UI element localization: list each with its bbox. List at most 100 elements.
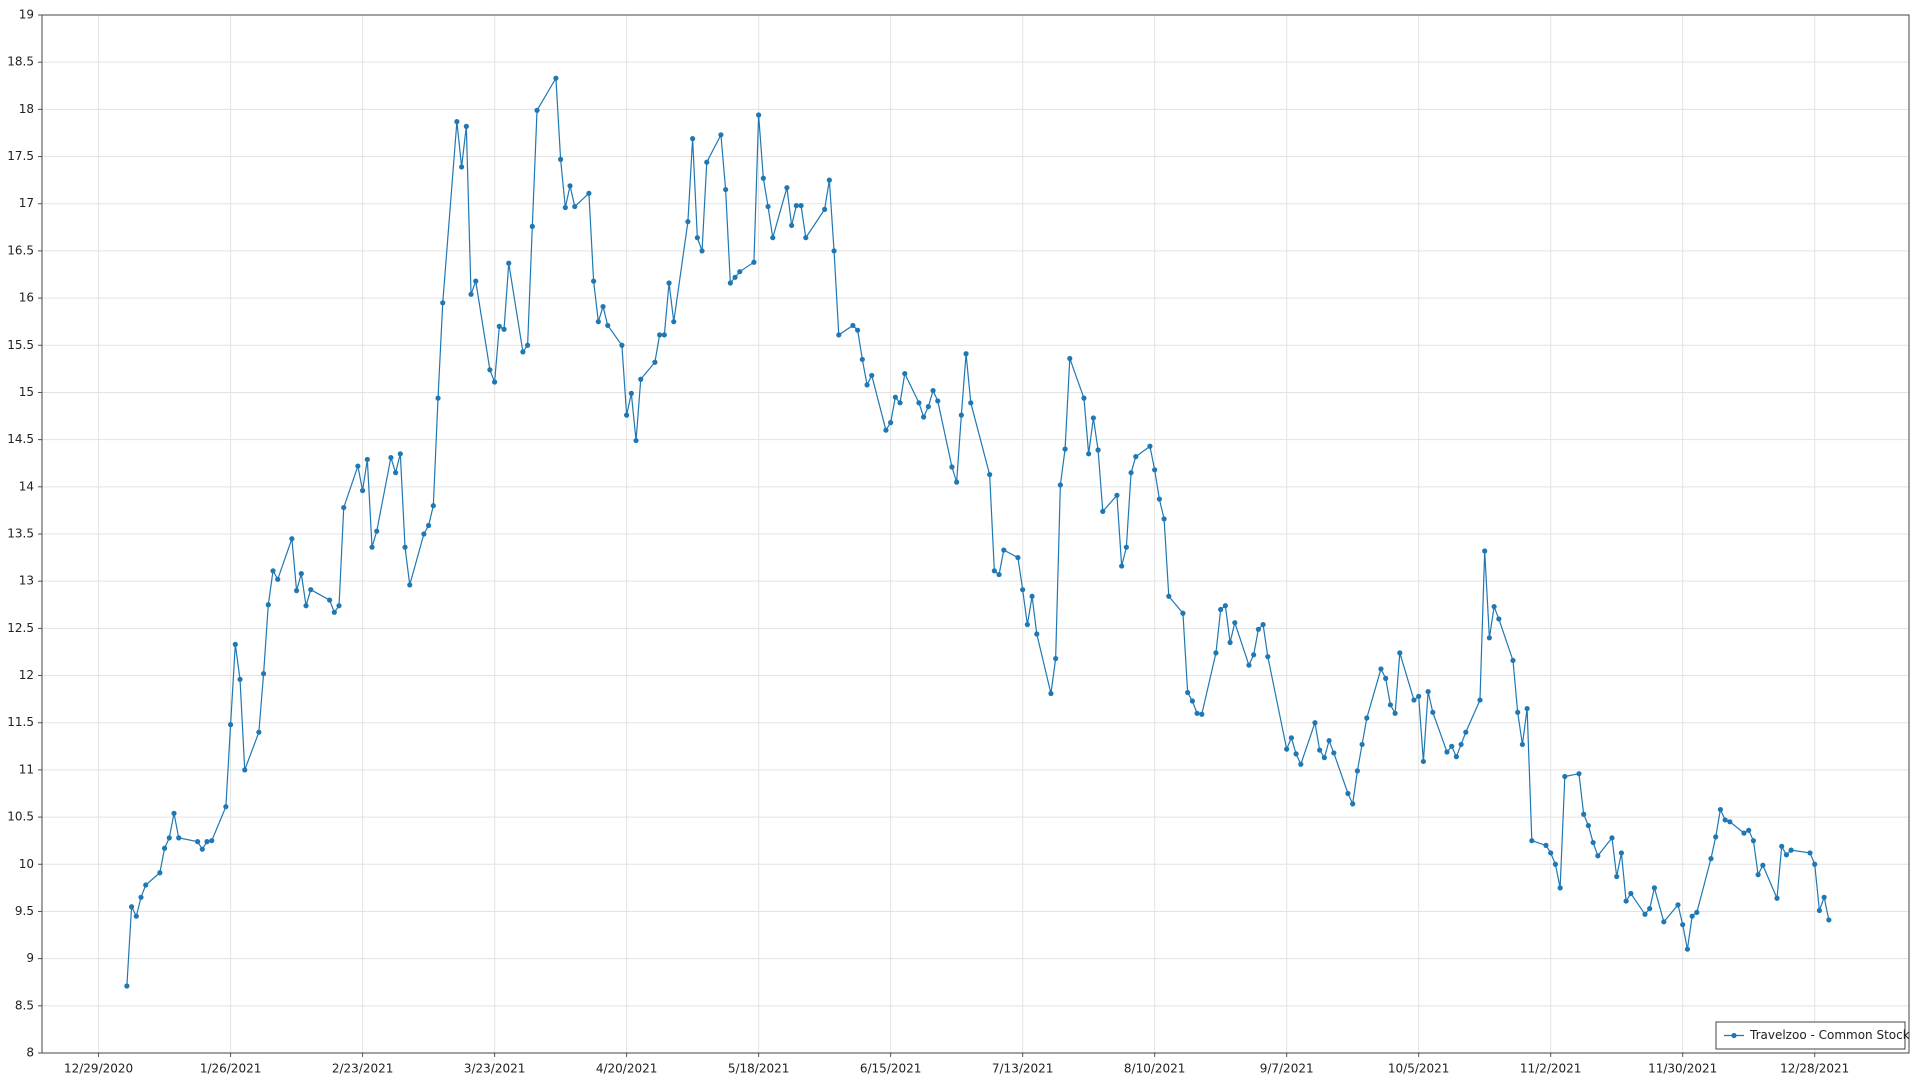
data-point <box>1623 898 1629 904</box>
data-point <box>1807 850 1813 856</box>
data-point <box>397 451 403 457</box>
data-point <box>454 119 460 125</box>
data-point <box>1581 811 1587 817</box>
data-point <box>1034 631 1040 637</box>
legend-label: Travelzoo - Common Stock <box>1749 1028 1910 1042</box>
y-tick-label: 9 <box>26 951 34 965</box>
data-point <box>1218 606 1224 613</box>
data-point <box>1458 741 1464 748</box>
data-point <box>784 185 790 191</box>
data-point <box>826 177 832 183</box>
data-point <box>628 390 634 396</box>
data-point <box>699 248 705 254</box>
data-point <box>303 603 309 609</box>
data-point <box>1090 415 1096 421</box>
data-point <box>1515 709 1521 715</box>
data-point <box>1222 603 1228 609</box>
data-point <box>1486 635 1492 641</box>
data-point <box>685 219 691 225</box>
data-point <box>473 278 479 284</box>
data-point <box>652 359 658 365</box>
data-point <box>430 503 436 509</box>
data-point <box>1166 593 1172 599</box>
data-point <box>1783 852 1790 858</box>
data-point <box>638 376 644 382</box>
data-point <box>1562 773 1568 780</box>
data-point <box>1114 492 1120 498</box>
data-point <box>1312 720 1318 726</box>
data-point <box>1774 895 1780 901</box>
data-point <box>1496 616 1502 622</box>
data-point <box>1444 749 1450 755</box>
y-tick-label: 16 <box>19 291 34 305</box>
data-point <box>1510 657 1516 664</box>
data-point <box>1675 902 1681 908</box>
data-point <box>760 175 766 181</box>
data-point <box>1378 666 1384 672</box>
data-point <box>1284 746 1290 752</box>
data-point <box>1590 839 1596 846</box>
data-point <box>529 223 535 229</box>
data-point <box>694 235 700 241</box>
data-point <box>968 400 974 406</box>
data-point <box>176 835 182 841</box>
y-tick-label: 17 <box>19 196 34 210</box>
y-tick-label: 16.5 <box>7 243 34 257</box>
data-point <box>1552 861 1559 867</box>
data-point <box>1326 738 1332 744</box>
data-point <box>1246 662 1252 668</box>
data-point <box>1057 482 1063 488</box>
data-point <box>1020 587 1026 593</box>
data-point <box>1741 830 1747 836</box>
data-point <box>1694 909 1700 915</box>
data-point <box>308 587 314 593</box>
data-point <box>1529 838 1535 844</box>
data-point <box>963 351 969 357</box>
data-point <box>1449 743 1455 749</box>
data-point <box>1651 885 1658 891</box>
data-point <box>1189 698 1195 704</box>
data-point <box>831 248 837 254</box>
data-point <box>803 235 809 241</box>
data-point <box>751 259 757 265</box>
data-point <box>1812 861 1818 867</box>
data-point <box>298 571 304 577</box>
data-point <box>293 588 300 594</box>
data-point <box>440 300 446 306</box>
data-point <box>1430 709 1436 715</box>
data-point <box>1548 850 1554 856</box>
data-point <box>199 846 205 852</box>
data-point <box>1015 554 1021 561</box>
data-point <box>949 464 955 470</box>
data-point <box>935 398 941 404</box>
data-point <box>1642 911 1648 917</box>
data-point <box>1680 922 1686 928</box>
data-point <box>1147 443 1153 449</box>
y-tick-label: 14 <box>19 479 34 493</box>
x-tick-label: 2/23/2021 <box>332 1062 394 1076</box>
data-point <box>435 395 441 401</box>
data-point <box>1628 890 1634 897</box>
data-point <box>1383 675 1389 681</box>
y-tick-label: 14.5 <box>7 432 34 446</box>
data-point <box>916 400 922 406</box>
data-point <box>859 356 865 363</box>
data-point <box>1595 853 1601 859</box>
data-point <box>421 531 427 537</box>
data-point <box>1416 693 1422 699</box>
y-tick-label: 17.5 <box>7 149 34 163</box>
data-point <box>260 671 267 677</box>
data-point <box>987 471 993 478</box>
data-point <box>892 394 898 400</box>
data-point <box>1684 946 1691 952</box>
y-tick-label: 8.5 <box>15 998 34 1012</box>
data-point <box>336 603 342 609</box>
data-point <box>1708 856 1714 862</box>
data-point <box>341 504 347 511</box>
legend-marker <box>1731 1032 1737 1039</box>
data-point <box>468 291 474 297</box>
data-point <box>1420 758 1426 765</box>
data-point <box>133 913 139 919</box>
data-point <box>1543 842 1549 849</box>
data-point <box>770 235 776 241</box>
